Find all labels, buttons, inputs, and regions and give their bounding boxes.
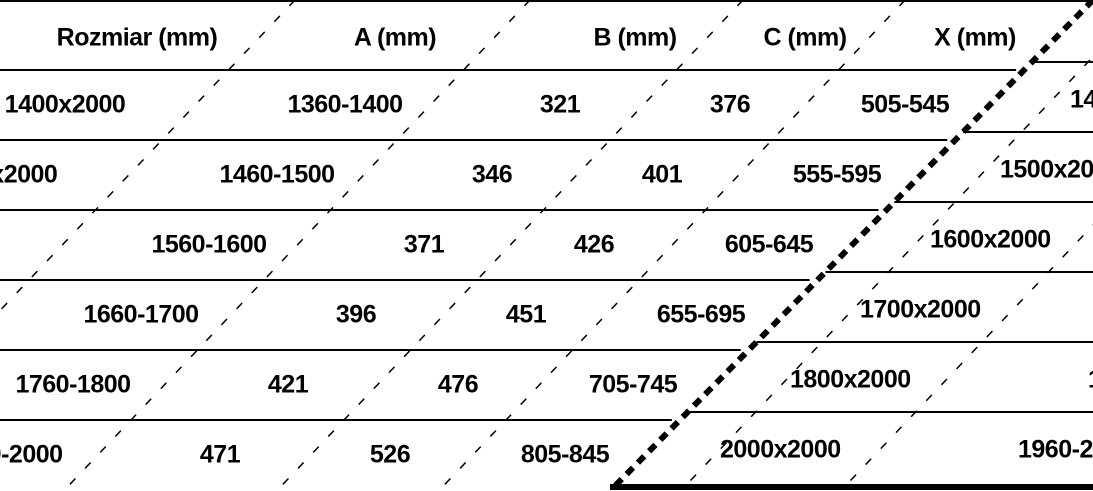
column-border — [439, 0, 906, 490]
table-cell-x: 705-745 — [588, 370, 678, 399]
wrapped-column-border — [681, 59, 1091, 490]
wrapped-cell-size: 1400x2000 — [1070, 85, 1093, 114]
table-cell-x: 655-695 — [656, 300, 746, 329]
column-header: Rozmiar (mm) — [56, 23, 218, 52]
table-cell-size: 1500x2000 — [0, 160, 58, 189]
table-cell-c: 476 — [437, 370, 479, 399]
diagonal-seam — [609, 0, 1093, 491]
column-border — [0, 0, 296, 312]
table-cell-a: 1560-1600 — [151, 230, 267, 259]
table-cell-b: 471 — [199, 440, 241, 469]
table-cell-b: 396 — [335, 300, 377, 329]
table-cell-c: 526 — [369, 440, 411, 469]
table-cell-b: 421 — [267, 370, 309, 399]
wrapped-cell-size: 1600x2000 — [930, 225, 1051, 254]
table-cell-x: 805-845 — [520, 440, 610, 469]
table-cell-a: 1460-1500 — [219, 160, 335, 189]
table-cell-b: 371 — [403, 230, 445, 259]
table-cell-a: 1960-2000 — [0, 440, 63, 469]
table-cell-c: 376 — [709, 90, 751, 119]
table-cell-c: 426 — [573, 230, 615, 259]
wrapped-cell-a: 1760-1800 — [1088, 366, 1093, 395]
table-cell-x: 555-595 — [792, 160, 882, 189]
column-header: A (mm) — [353, 23, 437, 52]
column-border — [64, 0, 531, 490]
table-cell-size: 1400x2000 — [4, 90, 126, 119]
table-cell-a: 1660-1700 — [83, 300, 199, 329]
table-cell-b: 346 — [471, 160, 513, 189]
table-cell-c: 401 — [641, 160, 683, 189]
table-cell-a: 1360-1400 — [287, 90, 403, 119]
table-cell-x: 505-545 — [860, 90, 950, 119]
table-cell-x: 605-645 — [724, 230, 814, 259]
wrapped-cell-size: 1800x2000 — [790, 365, 911, 394]
wrapped-cell-a: 1960-2000 — [1018, 435, 1093, 464]
table-cell-c: 451 — [505, 300, 547, 329]
column-header: B (mm) — [593, 23, 677, 52]
column-header: C (mm) — [763, 23, 847, 52]
wrapped-cell-size: 1700x2000 — [860, 295, 981, 324]
table-cell-b: 321 — [539, 90, 581, 119]
wrapped-cell-size: 2000x2000 — [720, 435, 841, 464]
wrapped-cell-size: 1500x2000 — [1000, 155, 1093, 184]
column-border — [277, 0, 744, 490]
column-header: X (mm) — [934, 23, 1016, 52]
table-cell-a: 1760-1800 — [15, 370, 131, 399]
